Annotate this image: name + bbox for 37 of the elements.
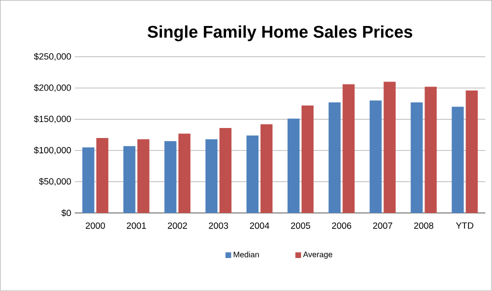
bar bbox=[164, 141, 176, 214]
bar bbox=[178, 134, 190, 214]
bar bbox=[205, 139, 218, 214]
bar bbox=[288, 118, 300, 214]
x-tick-label: 2007 bbox=[373, 222, 392, 229]
bar bbox=[219, 128, 232, 214]
x-tick-label: 2004 bbox=[250, 222, 270, 229]
bar bbox=[137, 139, 150, 214]
bar bbox=[302, 106, 314, 214]
bar bbox=[246, 136, 259, 214]
bar bbox=[123, 146, 136, 214]
bar bbox=[328, 102, 341, 214]
bar bbox=[424, 86, 437, 214]
x-tick-label: 2001 bbox=[126, 222, 146, 229]
x-tick-label: 2005 bbox=[291, 222, 310, 229]
bar bbox=[82, 147, 94, 214]
y-tick-label: $100,000 bbox=[34, 146, 71, 154]
x-tick-label: 2002 bbox=[168, 222, 187, 229]
bar bbox=[260, 124, 273, 214]
bar bbox=[452, 106, 464, 214]
bar bbox=[342, 84, 355, 214]
x-tick-label: 2008 bbox=[414, 222, 434, 229]
y-tick-label: $150,000 bbox=[34, 115, 71, 124]
bar bbox=[410, 102, 423, 214]
y-tick-label: $250,000 bbox=[34, 52, 71, 61]
y-tick-label: $50,000 bbox=[38, 178, 71, 186]
bar bbox=[96, 138, 108, 214]
bar bbox=[370, 100, 382, 214]
bar bbox=[384, 82, 396, 214]
x-tick-label: YTD bbox=[456, 222, 474, 229]
chart-title: Single Family Home Sales Prices bbox=[148, 26, 412, 42]
x-tick-label: 2000 bbox=[86, 222, 105, 229]
y-tick-label: $200,000 bbox=[34, 84, 71, 92]
x-tick-label: 2006 bbox=[332, 222, 352, 229]
bar bbox=[466, 90, 478, 214]
y-tick-label: $0 bbox=[61, 209, 71, 217]
x-tick-label: 2003 bbox=[208, 222, 228, 229]
